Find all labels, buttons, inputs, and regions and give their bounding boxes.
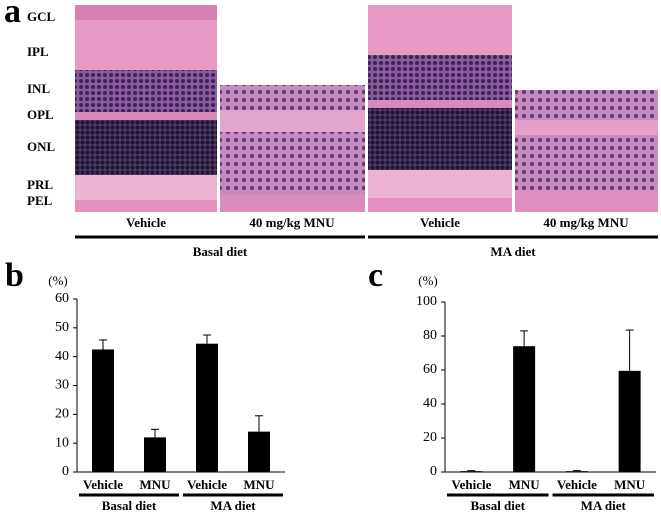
histology-image — [220, 85, 365, 212]
y-tick-label: 0 — [430, 464, 437, 479]
y-tick-label: 60 — [423, 362, 437, 377]
histology-image — [75, 5, 217, 212]
y-tick-label: 30 — [55, 378, 69, 393]
histology-image — [515, 90, 658, 212]
x-tick-label: MNU — [243, 477, 275, 492]
condition-label: Vehicle — [126, 215, 166, 230]
x-tick-label: Vehicle — [557, 477, 597, 492]
bar — [196, 343, 218, 472]
layer-label: ONL — [27, 139, 56, 154]
x-tick-label: MNU — [614, 477, 646, 492]
layer-label: INL — [27, 81, 50, 96]
layer-label: PRL — [27, 177, 53, 192]
x-tick-label: MNU — [509, 477, 541, 492]
y-tick-label: 40 — [423, 396, 437, 411]
y-tick-label: 50 — [55, 320, 69, 335]
condition-label: 40 mg/kg MNU — [249, 215, 335, 230]
y-tick-label: 20 — [55, 407, 69, 422]
layer-label: GCL — [27, 9, 56, 24]
x-tick-label: Vehicle — [451, 477, 491, 492]
y-tick-label: 80 — [423, 328, 437, 343]
bar — [248, 431, 270, 472]
bar — [144, 437, 166, 472]
axis-unit: (%) — [418, 273, 438, 288]
bar — [618, 370, 641, 472]
bar — [460, 471, 483, 472]
y-tick-label: 20 — [423, 430, 437, 445]
y-tick-label: 10 — [55, 435, 69, 450]
bar — [92, 349, 114, 472]
x-tick-label: MNU — [139, 477, 171, 492]
condition-label: Vehicle — [420, 215, 460, 230]
group-label: Basal diet — [193, 244, 248, 259]
panel-label: b — [5, 257, 24, 294]
group-label: Basal diet — [470, 498, 525, 513]
layer-label: IPL — [27, 44, 49, 59]
x-tick-label: Vehicle — [187, 477, 227, 492]
histology-image — [368, 5, 512, 212]
group-label: MA diet — [490, 244, 536, 259]
y-tick-label: 60 — [55, 291, 69, 306]
panel-label: c — [368, 257, 383, 294]
layer-label: PEL — [27, 193, 53, 208]
axis-unit: (%) — [48, 273, 68, 288]
panel-label: a — [4, 0, 21, 30]
layer-label: OPL — [27, 107, 54, 122]
y-tick-label: 40 — [55, 349, 69, 364]
condition-label: 40 mg/kg MNU — [543, 215, 629, 230]
y-tick-label: 100 — [416, 294, 437, 309]
group-label: MA diet — [210, 498, 256, 513]
bar — [565, 471, 588, 472]
bar — [513, 346, 536, 472]
x-tick-label: Vehicle — [83, 477, 123, 492]
group-label: Basal diet — [102, 498, 157, 513]
group-label: MA diet — [581, 498, 627, 513]
y-tick-label: 0 — [62, 464, 69, 479]
